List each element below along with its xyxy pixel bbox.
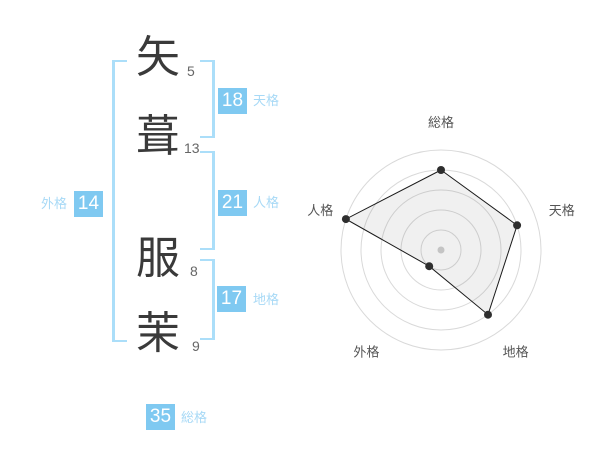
soukaku-label: 総格 (181, 410, 208, 425)
chikaku-label: 地格 (253, 292, 280, 307)
stroke-count-2: 13 (184, 140, 200, 156)
name-character-1: 矢 (136, 33, 180, 82)
gaikaku-label: 外格 (41, 196, 68, 211)
jinkaku-label: 人格 (253, 195, 280, 210)
radar-polygon (344, 169, 518, 316)
name-character-2: 葺 (136, 112, 180, 161)
radar-point (437, 166, 445, 174)
radar-axis-label: 地格 (503, 345, 529, 360)
soukaku-value-badge: 35 (146, 404, 175, 430)
tenkaku-label: 天格 (253, 93, 280, 108)
stroke-count-4: 9 (192, 338, 200, 354)
radar-point (513, 221, 522, 230)
tenkaku-bracket (200, 60, 215, 138)
radar-center-dot (437, 246, 445, 254)
grid-ring (420, 229, 462, 271)
grid-ring (340, 149, 542, 351)
grid-ring (380, 189, 502, 311)
radar-axis-label: 総格 (428, 115, 454, 130)
radar-point (341, 215, 350, 224)
tenkaku-value-badge: 18 (218, 88, 247, 114)
gaikaku-bracket (112, 60, 127, 342)
stroke-count-3: 8 (190, 263, 198, 279)
chikaku-bracket (200, 259, 215, 340)
radar-point (484, 310, 492, 319)
radar-axis-label: 天格 (549, 203, 575, 218)
radar-axis-label: 外格 (353, 345, 379, 360)
jinkaku-bracket (200, 151, 215, 250)
name-character-3: 服 (136, 234, 180, 283)
name-character-4: 茉 (136, 309, 180, 358)
stroke-count-1: 5 (187, 63, 195, 79)
jinkaku-value-badge: 21 (218, 190, 247, 216)
chikaku-value-badge: 17 (217, 286, 246, 312)
radar-point (425, 262, 434, 271)
radar-axis-label: 人格 (307, 203, 333, 218)
gaikaku-value-badge: 14 (74, 191, 103, 217)
